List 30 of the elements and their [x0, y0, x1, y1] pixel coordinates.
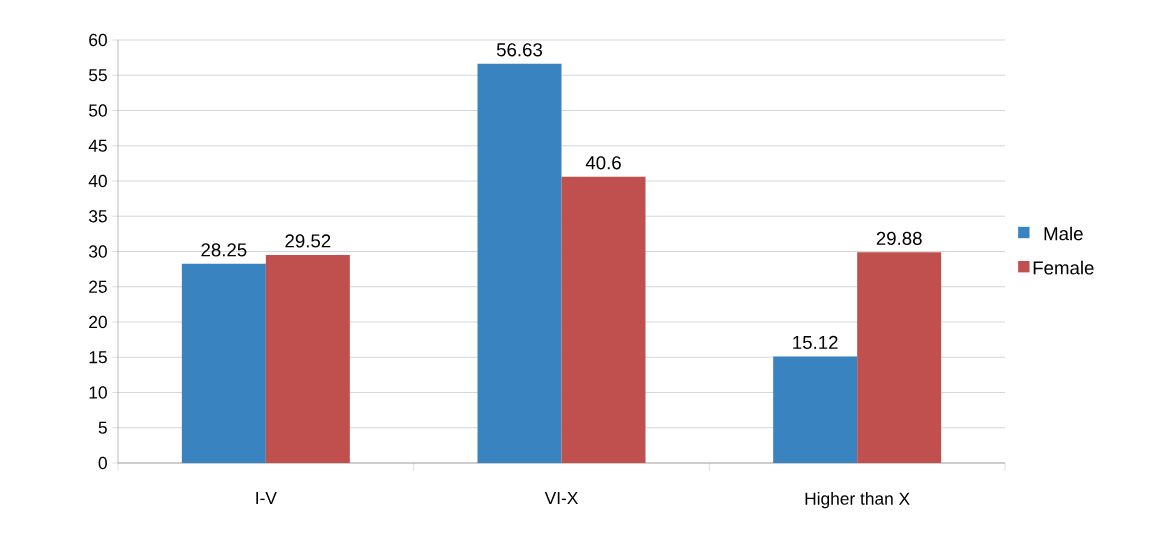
data-label: 28.25 — [201, 243, 247, 257]
y-tick-label: 45 — [88, 139, 107, 152]
data-label: 56.63 — [496, 43, 543, 57]
bar — [265, 254, 350, 463]
data-label: 40.6 — [585, 156, 621, 170]
y-tick-label: 60 — [89, 33, 107, 47]
y-tick-label: 40 — [88, 174, 107, 188]
data-label: 29.52 — [285, 234, 331, 248]
data-label: 15.12 — [793, 335, 838, 350]
bar — [857, 252, 942, 463]
y-tick-label: 10 — [89, 386, 107, 399]
y-tick-label: 25 — [89, 280, 107, 293]
y-tick-label: 5 — [98, 421, 107, 434]
legend-label: Female — [1033, 260, 1094, 275]
bar — [477, 63, 562, 463]
y-tick-label: 50 — [89, 104, 107, 117]
bar — [773, 356, 858, 463]
y-tick-label: 0 — [98, 456, 107, 470]
y-tick-label: 20 — [89, 315, 107, 329]
bar — [561, 176, 646, 463]
y-tick-label: 35 — [88, 210, 107, 223]
y-tick-label: 55 — [89, 69, 107, 82]
legend-label: Male — [1044, 226, 1083, 241]
x-tick-label: VI-X — [544, 492, 579, 504]
data-label: 29.88 — [876, 231, 922, 245]
bar — [181, 263, 266, 463]
y-tick-label: 15 — [89, 351, 107, 364]
x-tick-label: Higher than X — [805, 492, 910, 509]
y-tick-label: 30 — [88, 245, 107, 258]
x-tick-label: I-V — [256, 492, 277, 504]
